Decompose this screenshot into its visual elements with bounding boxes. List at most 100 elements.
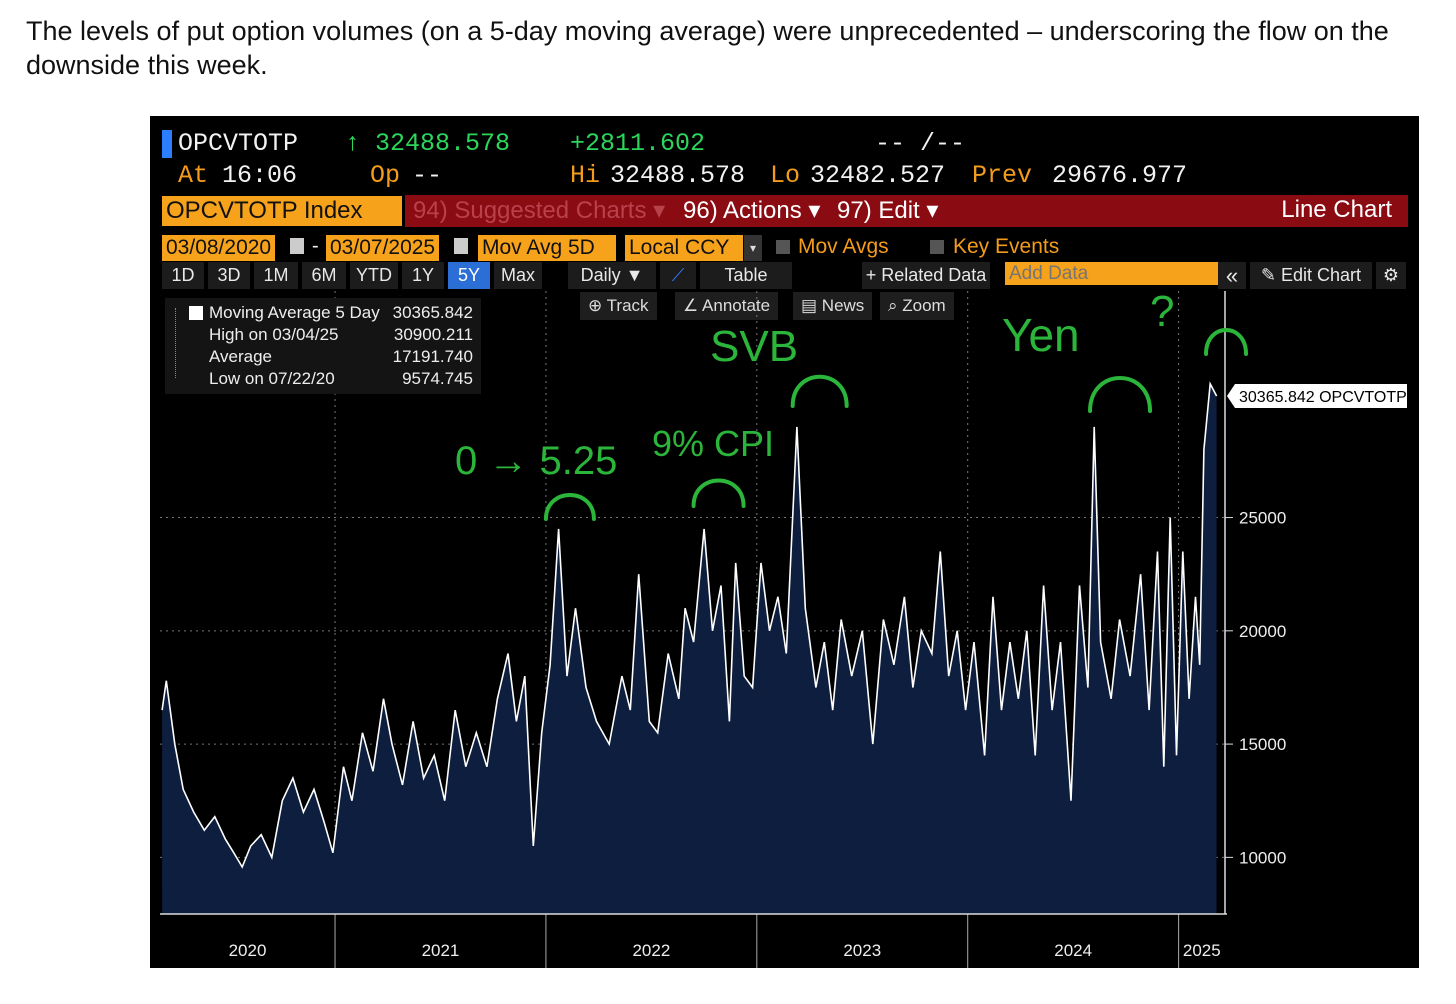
legend-label: Average: [209, 347, 273, 366]
gear-icon[interactable]: ⚙: [1376, 262, 1406, 289]
series-line: [161, 381, 1218, 869]
ticker-symbol: OPCVTOTP: [178, 129, 299, 158]
open-label: Op: [370, 161, 401, 190]
date-separator: -: [312, 235, 319, 257]
news-icon: ▤: [801, 296, 822, 315]
legend-label: High on 03/04/25: [209, 325, 339, 344]
x-tick-label: 2021: [422, 941, 460, 960]
y-tick-label: 10000: [1239, 848, 1286, 867]
annotation-arc: [790, 374, 849, 408]
quote-time: 16:06: [222, 161, 298, 190]
prev-label: Prev: [972, 161, 1033, 190]
prev-value: 29676.977: [1052, 161, 1188, 190]
related-data-button[interactable]: + Related Data: [862, 262, 990, 289]
range-button-3d[interactable]: 3D: [208, 262, 250, 289]
mov-avgs-checkbox[interactable]: [776, 240, 790, 254]
edit-chart-label: Edit Chart: [1281, 265, 1362, 285]
x-tick-label: 2024: [1054, 941, 1092, 960]
range-button-1m[interactable]: 1M: [254, 262, 298, 289]
track-button[interactable]: ⊕ Track: [580, 292, 657, 320]
range-button-1d[interactable]: 1D: [162, 262, 204, 289]
legend-value: 9574.745: [402, 369, 473, 388]
x-tick-label: 2023: [843, 941, 881, 960]
legend-value: 30900.211: [393, 325, 473, 344]
legend-value: 30365.842: [392, 303, 473, 322]
currency-field[interactable]: Local CCY: [625, 235, 743, 261]
annotate-button[interactable]: ∠ Annotate: [675, 292, 779, 320]
x-tick-label: 2022: [632, 941, 670, 960]
calendar-icon[interactable]: [290, 238, 304, 254]
collapse-button[interactable]: «: [1218, 262, 1246, 289]
low-value: 32482.527: [810, 161, 946, 190]
news-button[interactable]: ▤ News: [793, 292, 873, 320]
low-label: Lo: [770, 161, 801, 190]
index-label[interactable]: OPCVTOTP Index: [162, 196, 402, 226]
last-value-tag: 30365.842 OPCVTOTP: [1227, 383, 1407, 408]
annotation-arc: [543, 493, 596, 521]
daily-dropdown[interactable]: Daily ▼: [568, 262, 656, 289]
edit-chart-button[interactable]: ✎ Edit Chart: [1250, 262, 1372, 289]
annotation-arc: [1088, 376, 1153, 413]
menu-bar: 94) Suggested Charts ▾ 96) Actions ▾ 97)…: [405, 195, 1408, 227]
annotation-label: ?: [1150, 287, 1174, 336]
zoom-label: Zoom: [902, 296, 946, 315]
annotation-label: SVB: [710, 322, 798, 371]
y-tick-label: 15000: [1239, 735, 1286, 754]
legend-checkbox[interactable]: [189, 306, 203, 320]
last-value-box: [1227, 383, 1407, 408]
chart-legend: Moving Average 5 Day 30365.842 High on 03…: [165, 298, 481, 394]
actions-menu[interactable]: 96) Actions ▾: [683, 197, 821, 224]
annotate-icon: ∠: [683, 296, 703, 315]
series-area-fill: [162, 383, 1217, 914]
legend-label: Moving Average 5 Day: [209, 303, 380, 322]
annotation-label: 9% CPI: [652, 423, 774, 464]
annotation-arc: [1204, 328, 1249, 356]
caption-text: The levels of put option volumes (on a 5…: [26, 16, 1389, 80]
mov-avgs-label[interactable]: Mov Avgs: [798, 235, 889, 258]
ticker-marker: [162, 130, 172, 158]
high-label: Hi: [570, 161, 601, 190]
table-button[interactable]: Table: [700, 262, 792, 289]
bid-ask-dashes: -- /--: [875, 129, 966, 158]
legend-value: 17191.740: [392, 347, 473, 366]
key-events-label[interactable]: Key Events: [953, 235, 1060, 258]
end-date-field[interactable]: 03/07/2025: [326, 235, 440, 261]
range-button-6m[interactable]: 6M: [302, 262, 346, 289]
y-tick-label: 20000: [1239, 622, 1286, 641]
magnifier-icon: ⌕: [888, 296, 903, 315]
edit-menu[interactable]: 97) Edit ▾: [837, 197, 939, 224]
annotate-label: Annotate: [702, 296, 771, 315]
x-tick-label: 2020: [229, 941, 267, 960]
news-label: News: [821, 296, 865, 315]
at-label: At: [178, 161, 209, 190]
key-events-checkbox[interactable]: [930, 240, 944, 254]
add-data-input[interactable]: [1005, 262, 1219, 285]
range-button-ytd[interactable]: YTD: [350, 262, 398, 289]
last-value-label: 30365.842 OPCVTOTP: [1239, 389, 1407, 406]
range-button-1y[interactable]: 1Y: [402, 262, 444, 289]
y-tick-label: 25000: [1239, 509, 1286, 528]
bloomberg-terminal: OPCVTOTP ↑ 32488.578 +2811.602 -- /-- At…: [150, 116, 1419, 968]
suggested-charts-menu[interactable]: 94) Suggested Charts ▾: [413, 197, 666, 224]
line-chart-icon[interactable]: ⟋: [660, 262, 696, 289]
zoom-button[interactable]: ⌕ Zoom: [880, 292, 954, 320]
legend-label: Low on 07/22/20: [209, 369, 335, 388]
currency-dropdown-button[interactable]: ▾: [744, 235, 762, 261]
annotation-label: 0 → 5.25: [455, 439, 617, 483]
high-value: 32488.578: [610, 161, 746, 190]
x-tick-label: 2025: [1183, 941, 1221, 960]
net-change: +2811.602: [570, 129, 706, 158]
mov-avg-field[interactable]: Mov Avg 5D: [478, 235, 616, 261]
last-price: ↑ 32488.578: [345, 129, 511, 158]
pencil-icon: ✎: [1260, 265, 1282, 285]
open-value: --: [412, 161, 443, 190]
legend-tree-icon: [175, 308, 184, 378]
chart-type-label[interactable]: Line Chart: [1281, 196, 1392, 223]
annotation-arc: [691, 478, 746, 508]
range-button-max[interactable]: Max: [494, 262, 542, 289]
calendar-icon[interactable]: [454, 238, 468, 254]
crosshair-icon: ⊕: [588, 296, 607, 315]
start-date-field[interactable]: 03/08/2020: [162, 235, 276, 261]
annotation-label: Yen: [1002, 309, 1080, 361]
range-button-5y[interactable]: 5Y: [448, 262, 490, 289]
